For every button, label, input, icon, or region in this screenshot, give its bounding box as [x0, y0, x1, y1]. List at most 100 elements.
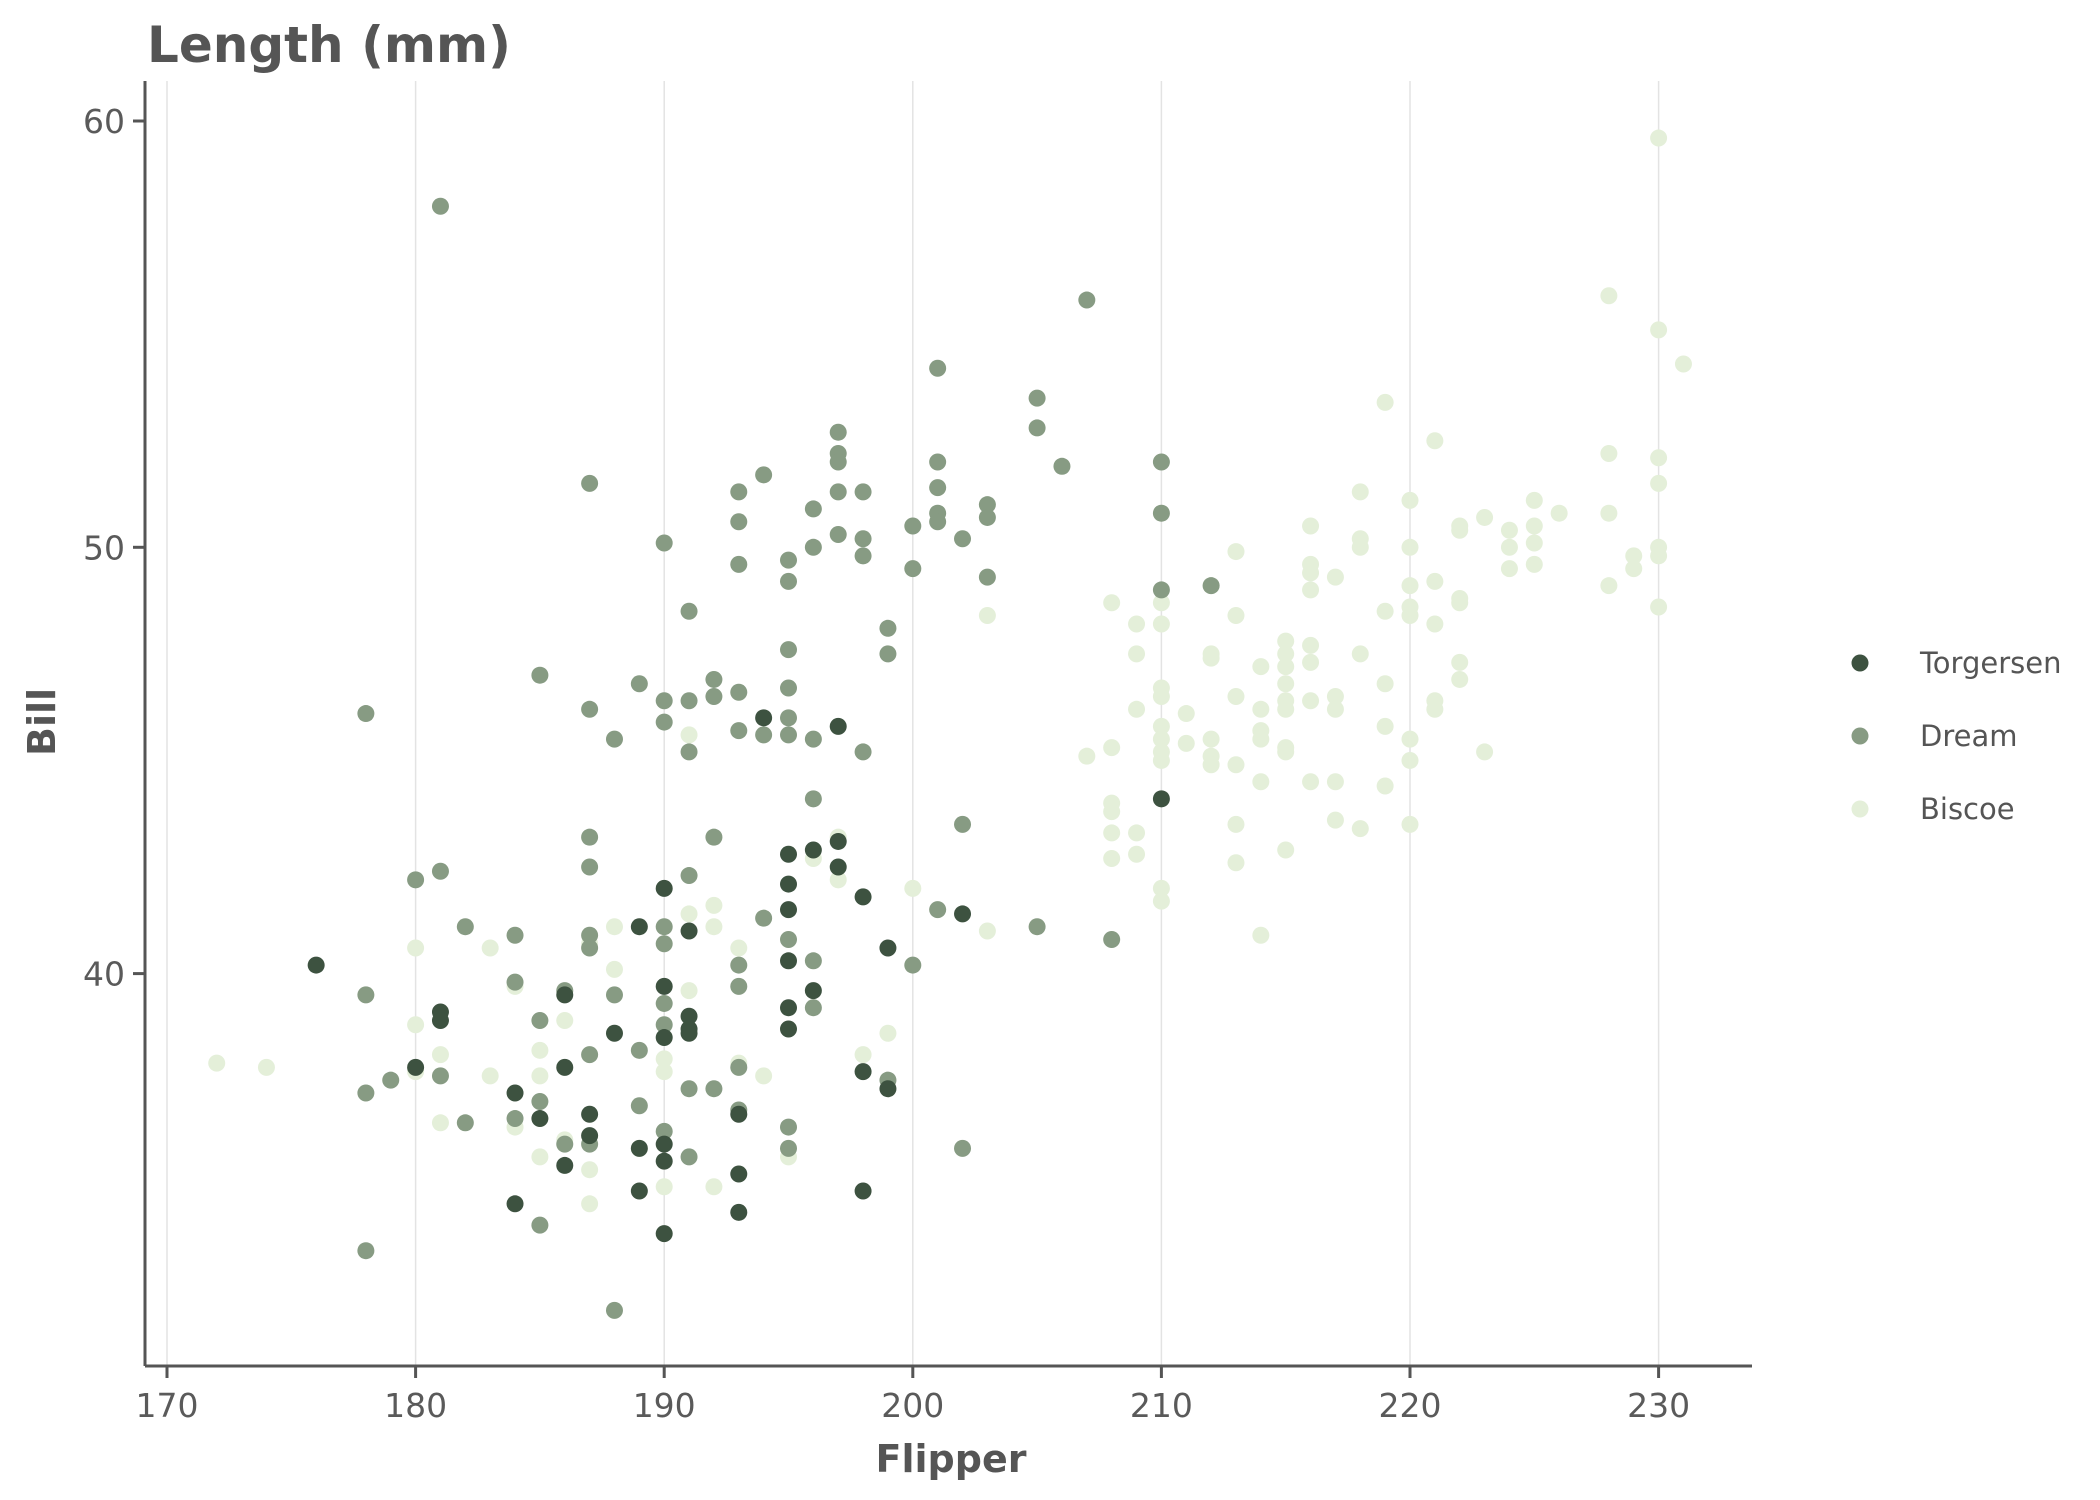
point-dream: [854, 743, 872, 761]
point-dream: [804, 538, 822, 556]
point-biscoe: [904, 879, 922, 897]
point-dream: [829, 526, 847, 544]
point-biscoe: [1152, 892, 1170, 910]
point-biscoe: [1277, 632, 1295, 650]
point-biscoe: [1277, 743, 1295, 761]
point-dream: [581, 700, 599, 718]
point-torgersen: [655, 1225, 673, 1243]
point-dream: [531, 1092, 549, 1110]
point-biscoe: [1625, 560, 1643, 578]
point-torgersen: [780, 875, 797, 893]
point-dream: [904, 517, 922, 535]
point-torgersen: [804, 982, 822, 1000]
point-torgersen: [630, 1139, 648, 1157]
point-biscoe: [1277, 645, 1295, 663]
point-dream: [780, 726, 797, 744]
point-biscoe: [1152, 594, 1170, 612]
grid-lines: [166, 81, 1660, 1366]
point-biscoe: [1451, 521, 1469, 539]
point-biscoe: [1550, 504, 1568, 522]
point-biscoe: [1152, 879, 1170, 897]
point-biscoe: [1376, 717, 1394, 735]
point-biscoe: [1351, 645, 1369, 663]
point-biscoe: [1103, 739, 1121, 757]
point-torgersen: [854, 1182, 872, 1200]
point-biscoe: [481, 1067, 499, 1085]
point-dream: [531, 666, 549, 684]
series-dream: [357, 197, 1220, 1319]
point-dream: [730, 977, 748, 995]
point-torgersen: [431, 1011, 449, 1029]
point-biscoe: [1227, 815, 1245, 833]
point-biscoe: [208, 1054, 226, 1072]
point-dream: [1053, 457, 1071, 475]
point-dream: [357, 1242, 375, 1260]
point-biscoe: [1525, 517, 1543, 535]
point-biscoe: [1227, 543, 1245, 561]
point-dream: [1152, 581, 1170, 599]
point-dream: [804, 500, 822, 518]
point-biscoe: [1078, 747, 1096, 765]
point-dream: [954, 530, 972, 548]
y-tick-label: 60: [83, 102, 125, 141]
point-torgersen: [879, 939, 897, 957]
point-dream: [655, 935, 673, 953]
point-dream: [431, 862, 449, 880]
point-dream: [655, 534, 673, 552]
point-biscoe: [978, 607, 996, 625]
point-dream: [780, 679, 797, 697]
point-dream: [929, 359, 947, 377]
point-dream: [581, 926, 599, 944]
legend-label: Torgersen: [1919, 646, 2061, 680]
point-dream: [705, 828, 723, 846]
point-torgersen: [780, 952, 797, 970]
point-biscoe: [1277, 658, 1295, 676]
point-torgersen: [1152, 790, 1170, 808]
point-biscoe: [1451, 594, 1469, 612]
point-dream: [680, 602, 698, 620]
point-torgersen: [506, 1195, 524, 1213]
point-dream: [680, 1080, 698, 1098]
x-tick-label: 220: [1379, 1386, 1442, 1425]
point-biscoe: [1326, 773, 1344, 791]
point-biscoe: [1674, 355, 1692, 373]
point-biscoe: [755, 1067, 773, 1085]
point-biscoe: [1128, 700, 1146, 718]
point-biscoe: [1227, 607, 1245, 625]
point-biscoe: [531, 1148, 549, 1166]
point-biscoe: [680, 982, 698, 1000]
point-dream: [1028, 419, 1046, 437]
point-biscoe: [1252, 926, 1270, 944]
point-biscoe: [1401, 538, 1419, 556]
point-dream: [804, 730, 822, 748]
point-biscoe: [1302, 636, 1320, 654]
point-dream: [605, 1301, 623, 1319]
point-torgersen: [630, 918, 648, 936]
point-biscoe: [680, 905, 698, 923]
legend-marker: [1851, 654, 1869, 672]
point-dream: [954, 1139, 972, 1157]
point-biscoe: [1252, 658, 1270, 676]
point-dream: [655, 994, 673, 1012]
point-biscoe: [1128, 615, 1146, 633]
point-biscoe: [1401, 815, 1419, 833]
point-biscoe: [605, 960, 623, 978]
point-dream: [929, 453, 947, 471]
point-dream: [780, 709, 797, 727]
point-torgersen: [780, 845, 797, 863]
point-dream: [581, 474, 599, 492]
point-biscoe: [1476, 743, 1494, 761]
point-biscoe: [1376, 777, 1394, 795]
point-torgersen: [879, 1080, 897, 1098]
point-torgersen: [854, 888, 872, 906]
point-biscoe: [431, 1046, 449, 1064]
point-biscoe: [1152, 717, 1170, 735]
point-biscoe: [854, 1046, 872, 1064]
point-dream: [382, 1071, 400, 1089]
point-biscoe: [1202, 756, 1220, 774]
point-biscoe: [1600, 577, 1618, 595]
point-dream: [1202, 577, 1220, 595]
point-dream: [904, 560, 922, 578]
chart-title: Length (mm): [147, 16, 511, 74]
point-torgersen: [655, 879, 673, 897]
